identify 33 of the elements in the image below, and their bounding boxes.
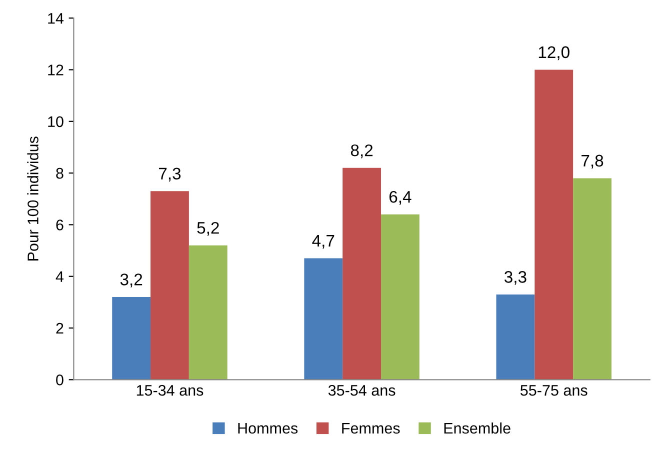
y-tick-label: 2: [56, 322, 64, 334]
y-tick-label: 4: [56, 271, 64, 282]
bar: [573, 178, 612, 380]
legend-label: Ensemble: [444, 422, 510, 434]
bar: [381, 214, 420, 380]
y-tick-label: 14: [48, 13, 64, 24]
data-label: 8,2: [350, 144, 373, 158]
data-label: 4,7: [312, 235, 334, 249]
data-label: 7,8: [582, 154, 604, 169]
bar: [342, 168, 382, 380]
y-tick-label: 0: [56, 374, 64, 386]
y-tick-label: 6: [56, 220, 64, 230]
x-tick-label: 15-34 ans: [136, 384, 204, 396]
bar: [112, 297, 151, 380]
y-tick-label: 8: [56, 168, 64, 179]
data-label: 7,3: [159, 168, 181, 182]
data-label: 3,2: [120, 274, 142, 288]
bar: [534, 70, 574, 380]
y-tick-label: 10: [48, 116, 64, 128]
y-axis-title: Pour 100 individus: [27, 136, 38, 260]
data-label: 5,2: [197, 222, 219, 236]
bar: [496, 294, 535, 380]
y-tick-label: 12: [48, 64, 64, 76]
bar: [304, 258, 343, 380]
data-label: 6,4: [389, 190, 412, 205]
legend-label: Femmes: [342, 423, 400, 434]
data-label: 3,3: [504, 271, 526, 285]
bar: [150, 191, 189, 380]
data-label: 12,0: [538, 46, 570, 60]
x-tick-label: 35-54 ans: [328, 384, 396, 396]
legend-label: Hommes: [238, 423, 298, 434]
x-tick-label: 55-75 ans: [520, 385, 588, 396]
bar: [188, 245, 228, 380]
